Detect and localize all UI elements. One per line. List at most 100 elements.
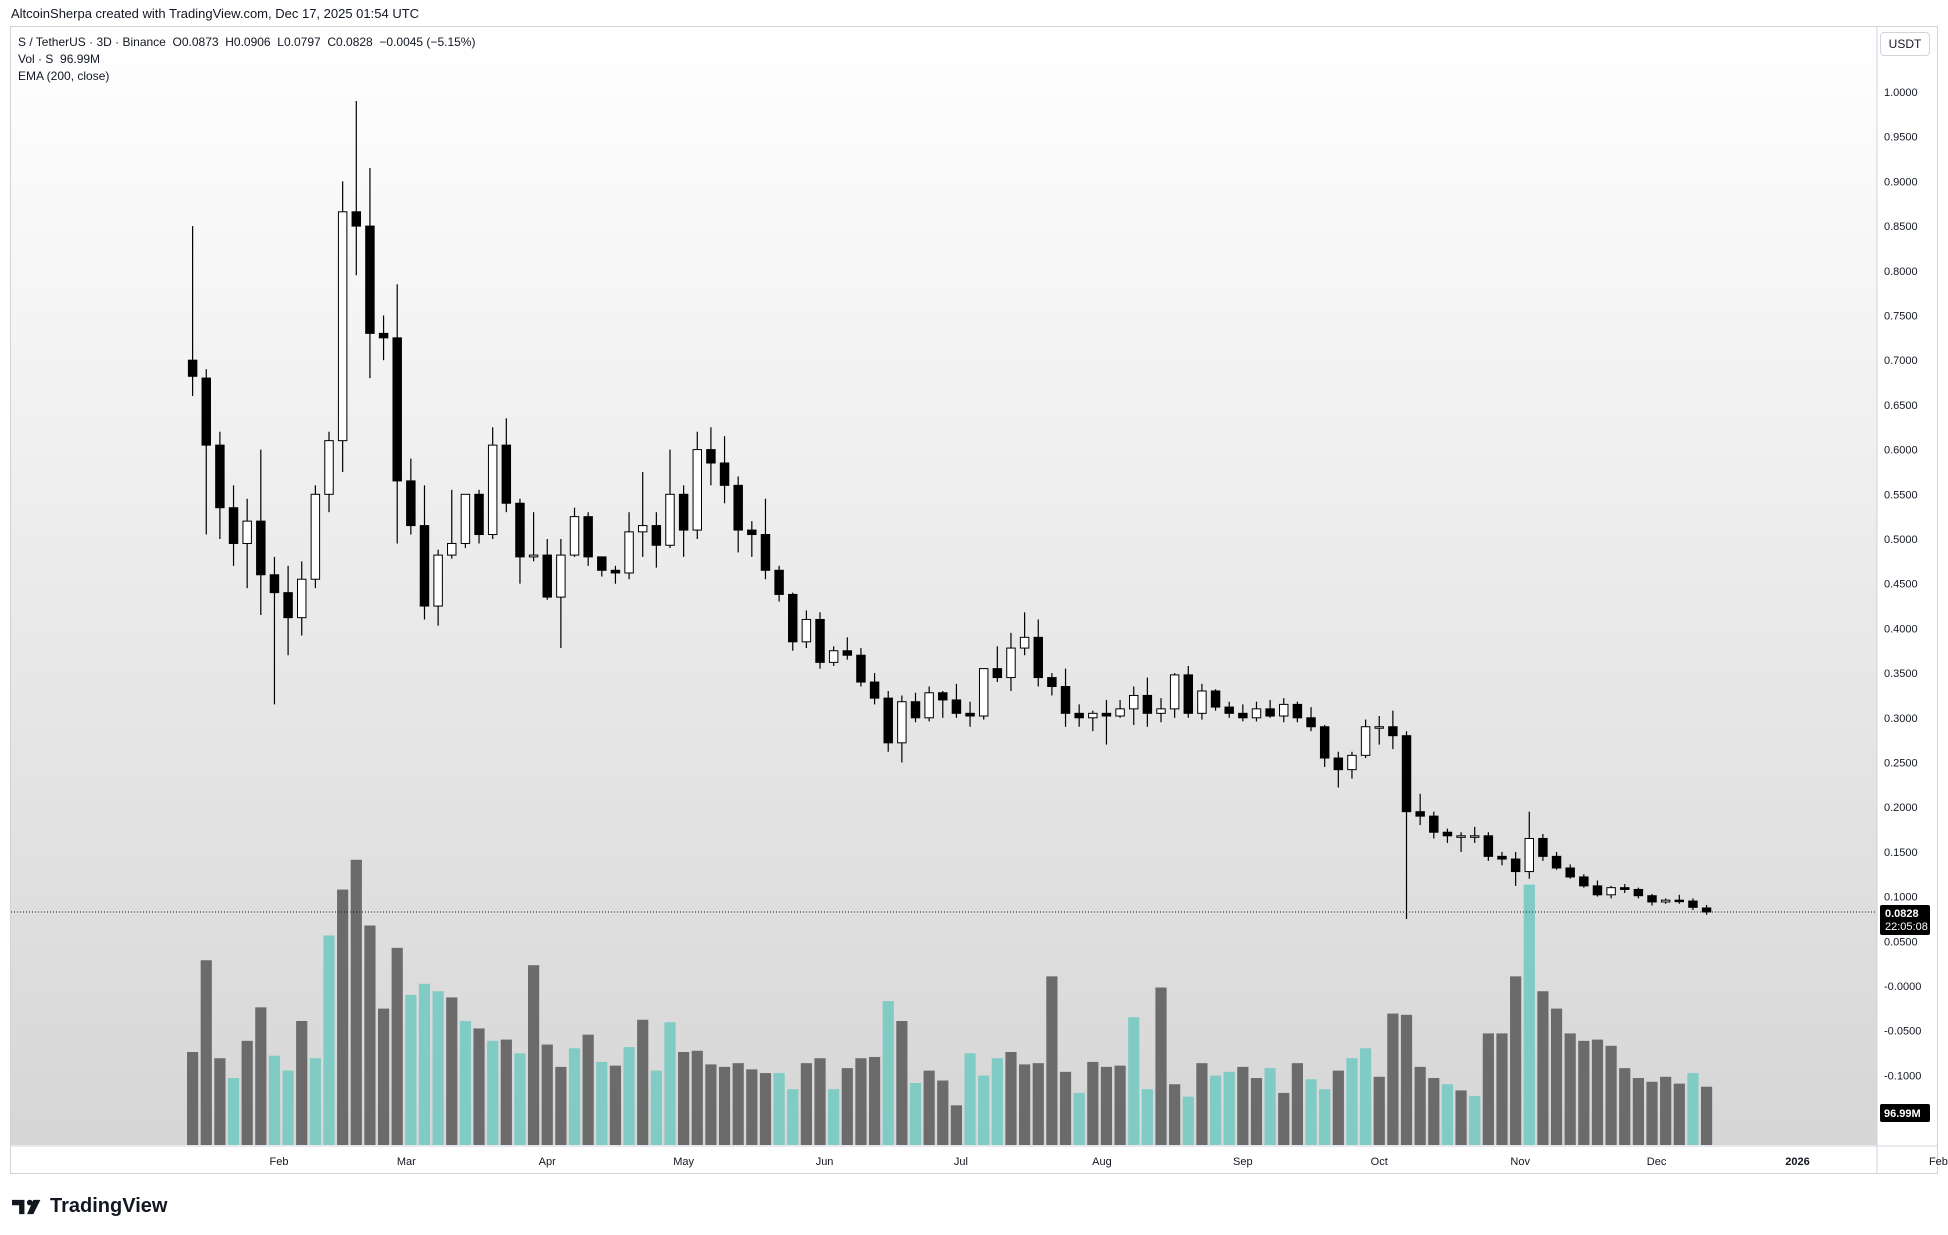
candle[interactable] [1333,751,1344,788]
candle[interactable] [1060,668,1071,727]
candle[interactable] [1620,884,1630,894]
candle[interactable] [1647,893,1657,906]
candle[interactable] [1019,612,1030,656]
candle[interactable] [515,498,525,584]
candle[interactable] [815,612,825,669]
candle[interactable] [556,539,566,649]
candle[interactable] [1279,698,1289,723]
candle[interactable] [447,489,457,559]
candle[interactable] [1388,710,1398,750]
candle[interactable] [310,485,321,589]
candle[interactable] [1306,707,1316,732]
candle[interactable] [678,485,689,557]
candle[interactable] [1415,793,1425,826]
candle[interactable] [733,476,743,553]
candle[interactable] [1429,811,1439,839]
candle[interactable] [256,449,266,615]
candle[interactable] [1265,699,1275,718]
candle[interactable] [583,512,593,566]
candle[interactable] [1210,689,1221,711]
candle[interactable] [1183,665,1194,718]
candle[interactable] [542,539,552,600]
candle[interactable] [1142,677,1153,727]
candle[interactable] [501,418,512,513]
candle[interactable] [1292,701,1303,723]
candle[interactable] [637,471,648,557]
candle[interactable] [1565,864,1575,879]
candle[interactable] [597,556,607,577]
candle[interactable] [1688,898,1698,911]
candle[interactable] [1551,851,1562,870]
candle[interactable] [651,512,662,568]
candle[interactable] [1538,834,1548,861]
candle[interactable] [692,431,702,539]
candle[interactable] [487,427,498,539]
candle[interactable] [392,284,402,544]
candle[interactable] [910,692,921,723]
candle[interactable] [1606,885,1616,899]
candle[interactable] [1074,704,1084,727]
candle[interactable] [215,431,225,539]
candle[interactable] [1197,683,1207,720]
candle[interactable] [569,507,580,557]
candle[interactable] [1347,751,1357,779]
candle[interactable] [610,565,621,584]
candle[interactable] [951,683,962,718]
candle[interactable] [1660,898,1671,904]
candle[interactable] [1674,894,1685,904]
candle[interactable] [269,556,280,705]
candle[interactable] [883,690,893,752]
candle[interactable] [992,646,1003,683]
candle[interactable] [828,646,839,666]
candle[interactable] [460,493,471,548]
candle[interactable] [624,512,634,580]
candle[interactable] [1374,716,1384,745]
candle[interactable] [760,498,771,580]
candle[interactable] [1401,731,1412,919]
candle[interactable] [788,592,798,651]
candle[interactable] [228,485,239,566]
candle[interactable] [1524,811,1534,879]
candle[interactable] [365,167,375,379]
currency-button[interactable]: USDT [1880,32,1930,56]
candle[interactable] [474,489,484,544]
candle[interactable] [337,181,348,472]
candle[interactable] [1238,704,1248,722]
tradingview-logo[interactable]: TradingView [12,1195,167,1218]
candle[interactable] [201,369,211,535]
candle[interactable] [897,695,907,763]
candle[interactable] [1456,832,1466,852]
candle[interactable] [1442,828,1453,843]
candle[interactable] [938,690,948,718]
candle[interactable] [869,673,880,705]
candle[interactable] [842,637,853,660]
candle[interactable] [978,668,989,720]
candle[interactable] [1047,673,1057,696]
candle[interactable] [1156,698,1166,723]
candle[interactable] [324,431,334,513]
candle[interactable] [1251,701,1262,722]
candle[interactable] [1360,719,1371,759]
candle[interactable] [965,701,975,727]
candle[interactable] [1483,832,1494,861]
candle[interactable] [1319,724,1330,767]
candle[interactable] [1129,686,1139,725]
candle[interactable] [283,565,293,656]
candle[interactable] [1579,874,1589,888]
candle[interactable] [297,561,307,636]
candle[interactable] [747,521,757,557]
candle[interactable] [1510,851,1521,886]
candle[interactable] [924,686,934,722]
candle[interactable] [1633,887,1644,899]
candle[interactable] [1469,826,1480,843]
candle[interactable] [433,549,443,626]
candle[interactable] [351,100,362,276]
candle[interactable] [1101,699,1112,745]
candle[interactable] [419,485,430,620]
candle[interactable] [665,449,675,548]
candle[interactable] [1592,880,1603,897]
candle[interactable] [1497,851,1507,866]
candle[interactable] [187,226,198,396]
candle[interactable] [856,648,866,687]
